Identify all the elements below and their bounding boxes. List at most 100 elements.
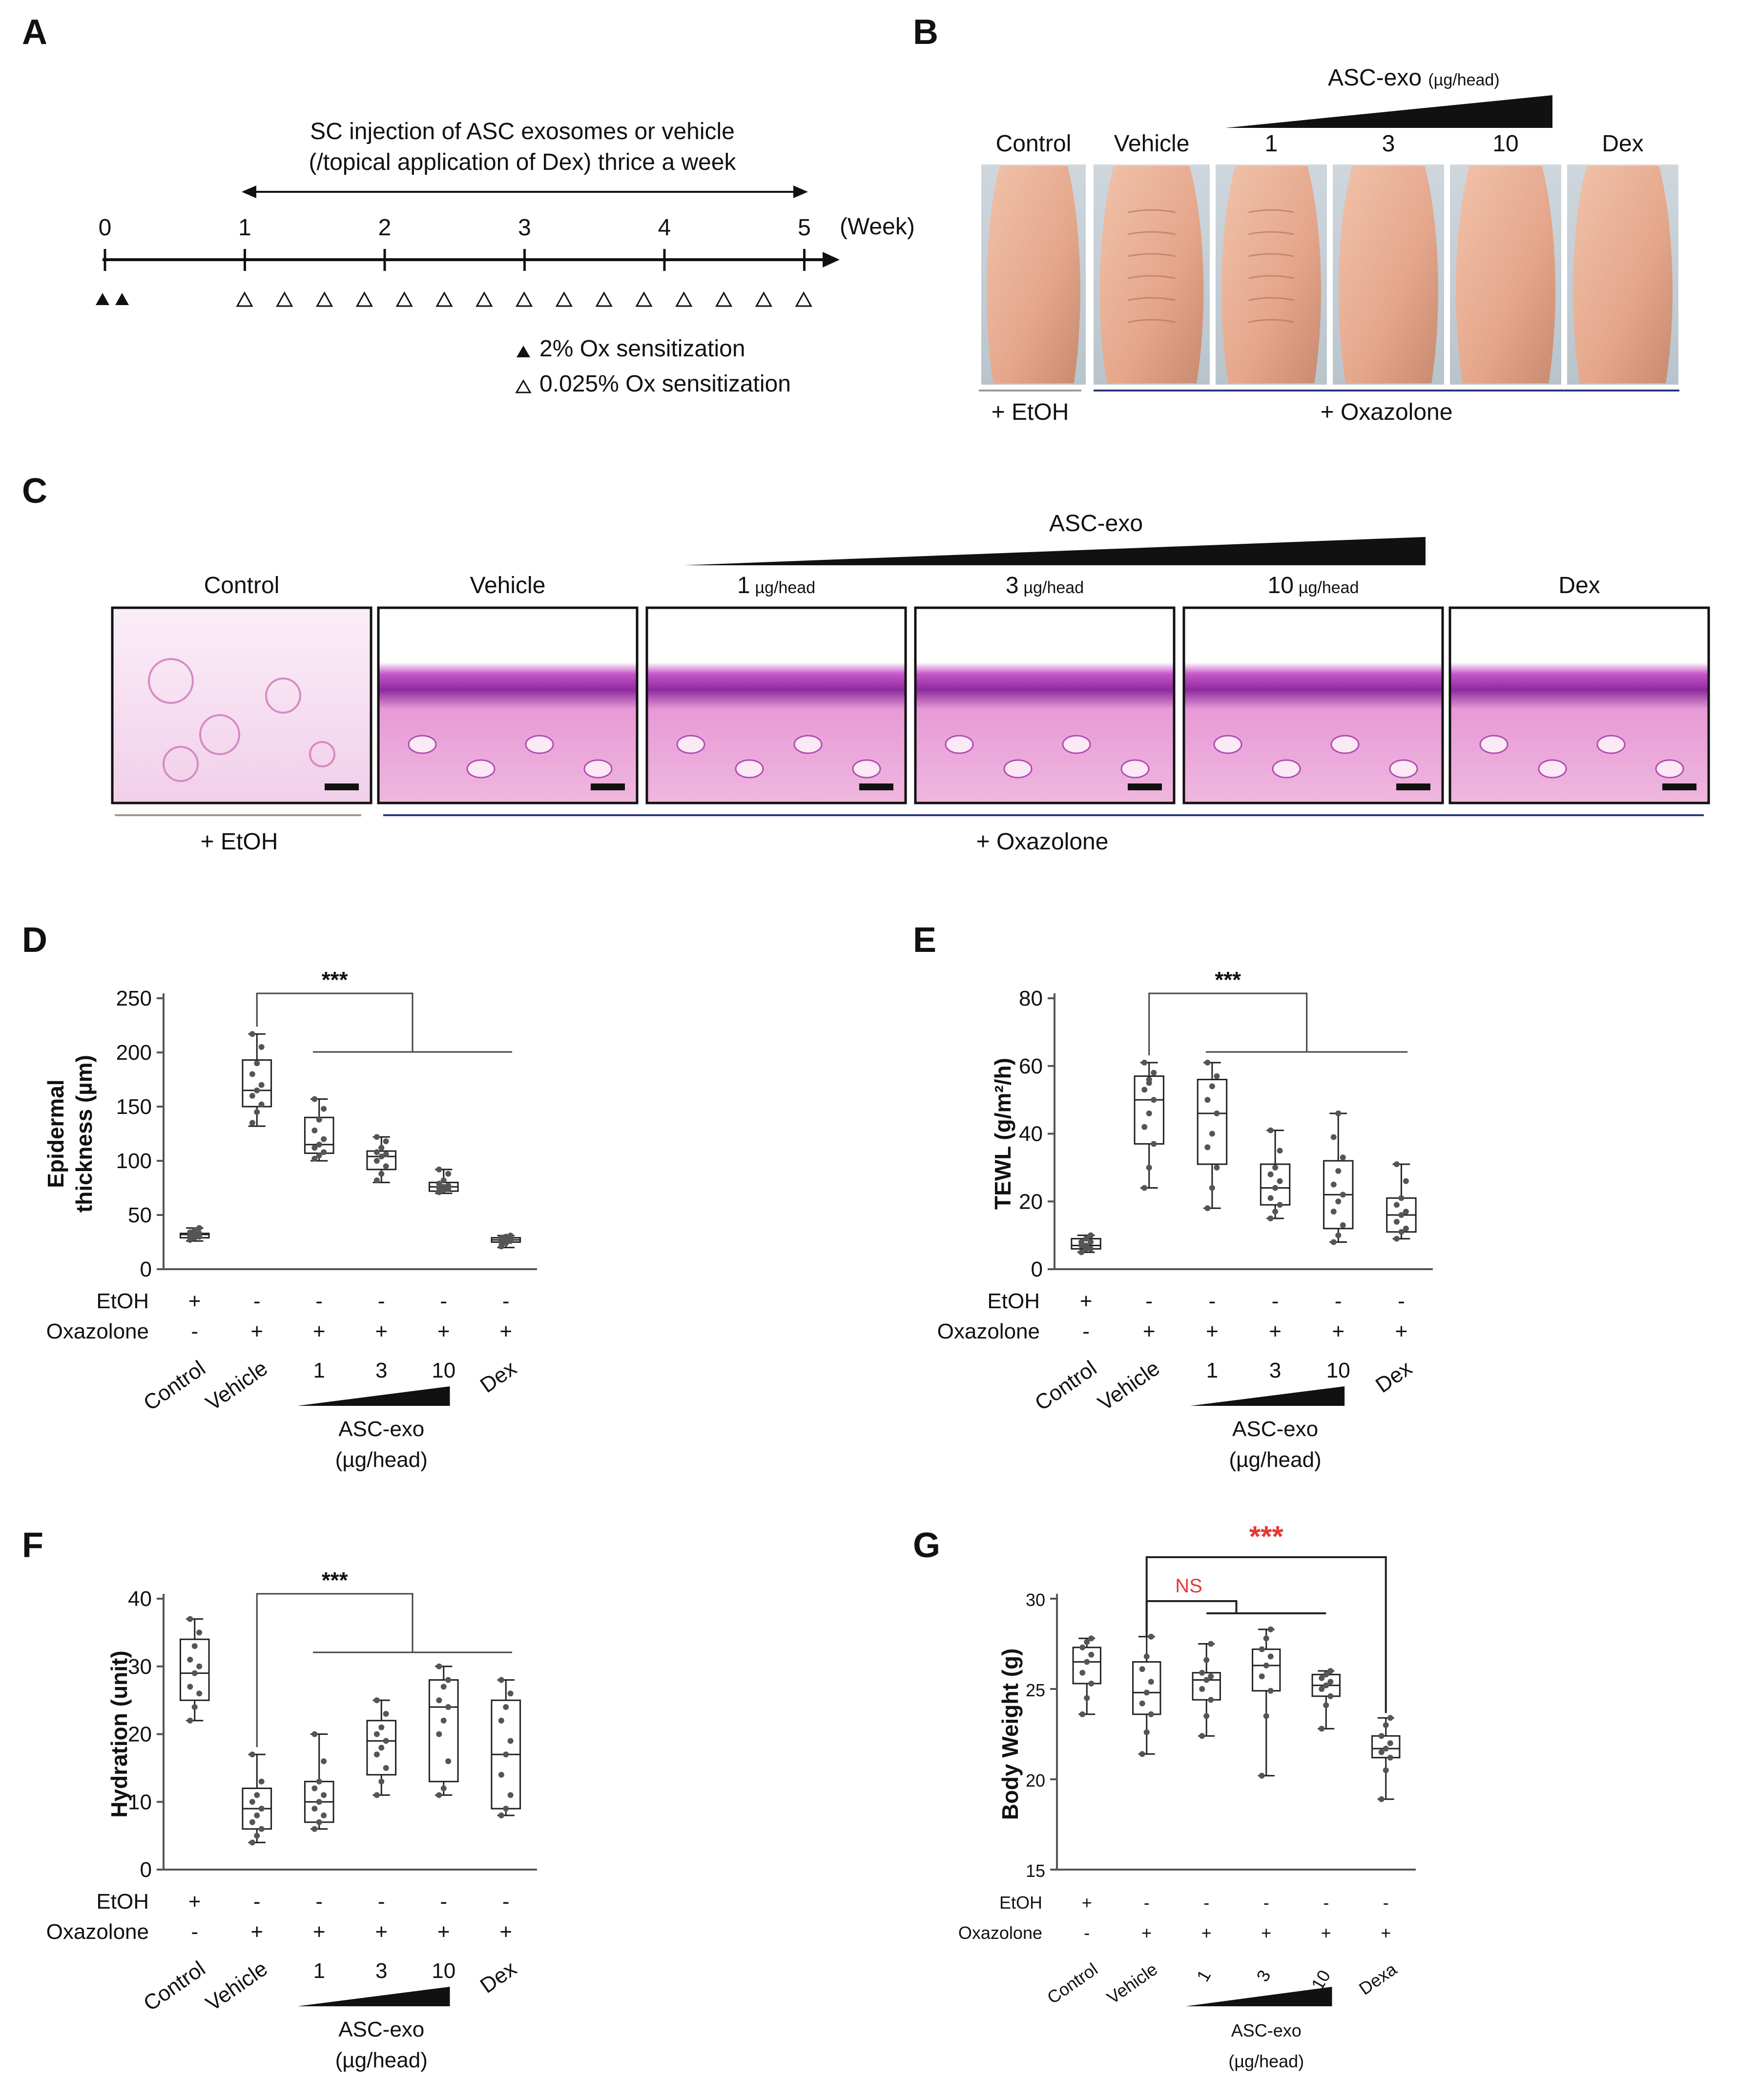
etoh-sign: - — [440, 1289, 447, 1313]
data-point — [311, 1731, 318, 1737]
histology-columns: Control Vehicle 1 µg/head 3 µg/head 10 µg/head D… — [111, 573, 1710, 804]
histology-column-label: 1 µg/head — [737, 573, 815, 598]
data-point — [503, 1704, 509, 1710]
data-point — [1259, 1772, 1265, 1779]
data-point — [373, 1697, 380, 1704]
etoh-sign: - — [1263, 1893, 1269, 1913]
etoh-sign: - — [502, 1289, 510, 1313]
box-iqr — [1192, 1672, 1221, 1701]
y-tick-label: 250 — [116, 987, 152, 1010]
week-tick-label: 1 — [238, 215, 251, 241]
data-point — [1277, 1178, 1283, 1184]
category-label: Dex — [476, 1956, 521, 1998]
data-point — [1319, 1675, 1325, 1681]
data-point — [249, 1819, 255, 1825]
data-point — [503, 1751, 509, 1758]
group-etoh-label-c: + EtOH — [201, 829, 278, 855]
data-point — [383, 1163, 389, 1170]
y-tick-label: 80 — [1019, 987, 1043, 1010]
data-point — [1088, 1680, 1095, 1687]
data-point — [503, 1806, 509, 1812]
week-tick-label: 2 — [378, 215, 392, 241]
data-point — [1209, 1083, 1215, 1090]
data-point — [1148, 1633, 1154, 1640]
data-point — [1141, 1087, 1148, 1093]
dose-wedge — [1190, 1386, 1345, 1406]
data-point — [1208, 1673, 1214, 1680]
category-label: 3 — [375, 1359, 387, 1382]
data-point — [1088, 1239, 1094, 1245]
data-point — [1209, 1185, 1215, 1191]
category-label: 3 — [1252, 1967, 1275, 1985]
data-point — [321, 1792, 327, 1798]
etoh-row-label: EtOH — [987, 1289, 1040, 1313]
etoh-sign: - — [253, 1890, 261, 1914]
data-point — [436, 1185, 442, 1191]
photo-frame — [979, 163, 1088, 387]
data-point — [507, 1738, 514, 1744]
data-point — [196, 1225, 203, 1231]
significance-bracket — [1145, 1556, 1387, 1713]
data-point — [1088, 1651, 1095, 1658]
data-point — [507, 1792, 514, 1798]
data-point — [1267, 1215, 1274, 1221]
data-point — [1214, 1073, 1220, 1079]
data-point — [311, 1806, 318, 1812]
photo-frame — [1448, 163, 1563, 387]
data-point — [507, 1233, 514, 1239]
data-point — [249, 1799, 255, 1805]
dermal-structure — [1479, 735, 1509, 754]
dermal-structure — [793, 735, 823, 754]
data-point — [1383, 1722, 1389, 1728]
data-point — [1393, 1202, 1400, 1208]
panel-letter-b: B — [913, 13, 938, 52]
box-plot-f: 0 10 20 30 40 Hydration (unit) + - Control - + Vehi… — [46, 1567, 537, 2072]
data-point — [1139, 1751, 1145, 1757]
y-axis-title: Body Weight (g) — [997, 1648, 1023, 1820]
photo-frame — [1092, 163, 1212, 387]
y-tick-label: 20 — [1026, 1771, 1045, 1791]
data-point — [191, 1643, 198, 1649]
oxazolone-sign: + — [1321, 1923, 1331, 1943]
scale-bar — [859, 783, 893, 790]
data-point — [254, 1109, 260, 1115]
dose-label: ASC-exo — [1232, 1417, 1318, 1441]
data-point — [321, 1758, 327, 1764]
asc-exo-dose-wedge — [1225, 95, 1552, 128]
box-iqr — [1252, 1648, 1281, 1692]
data-point — [321, 1149, 327, 1155]
category-label: 1 — [1193, 1967, 1215, 1985]
data-point — [1267, 1171, 1274, 1177]
histology-column-label: Control — [204, 573, 280, 598]
significance-label: *** — [1249, 1520, 1284, 1553]
etoh-sign: - — [1144, 1893, 1150, 1913]
category-label: Control — [1043, 1959, 1101, 2008]
y-axis-title: Epidermal — [43, 1079, 68, 1188]
box-plot-e: 0 20 40 60 80 TEWL (g/m²/h) + - Control - + Vehicle… — [937, 967, 1433, 1472]
week-ticks: 0 1 2 3 4 5 — [99, 215, 811, 271]
y-tick-label: 10 — [128, 1790, 152, 1814]
oxazolone-sign: - — [191, 1319, 198, 1343]
scale-bar — [591, 783, 625, 790]
hair-follicle — [163, 746, 199, 782]
data-point — [1335, 1198, 1342, 1205]
oxazolone-row-label: Oxazolone — [937, 1319, 1040, 1343]
etoh-sign: + — [1080, 1289, 1093, 1313]
dermal-structure — [1272, 759, 1301, 779]
data-point — [191, 1704, 198, 1710]
y-tick-label: 40 — [128, 1587, 152, 1611]
oxazolone-sign: + — [375, 1319, 388, 1343]
histology-column-label: 10 µg/head — [1268, 573, 1359, 598]
open-triangle — [555, 291, 573, 307]
data-point — [498, 1239, 504, 1245]
category-label: 10 — [432, 1359, 455, 1382]
etoh-sign: - — [378, 1289, 385, 1313]
skin-lesion-line — [1128, 209, 1176, 213]
data-point — [498, 1812, 504, 1818]
data-point — [1204, 1059, 1211, 1066]
dermal-structure — [1596, 735, 1626, 754]
open-triangle — [395, 291, 413, 307]
data-point — [440, 1184, 447, 1190]
data-point — [507, 1690, 514, 1697]
data-point — [1340, 1154, 1346, 1161]
